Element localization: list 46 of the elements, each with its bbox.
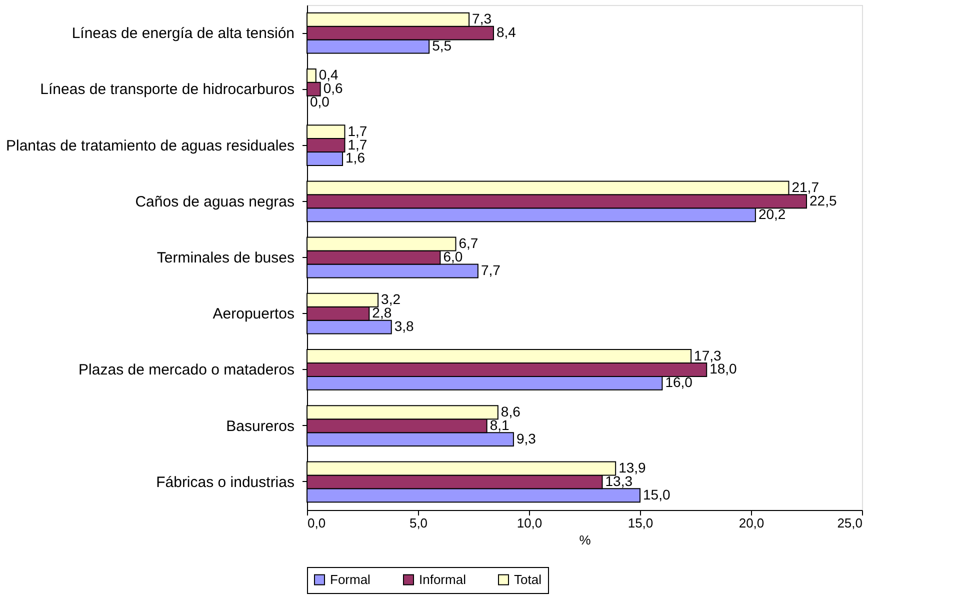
data-label: 5,5 <box>432 38 452 54</box>
data-label: 0,0 <box>310 94 330 110</box>
data-label: 20,2 <box>758 206 786 222</box>
legend-label: Informal <box>419 572 466 587</box>
data-label: 0,4 <box>318 66 339 83</box>
data-label: 9,3 <box>516 430 536 446</box>
data-label: 2,8 <box>372 304 392 321</box>
data-label: 0,6 <box>323 80 343 96</box>
y-tick-label: Aeropuertos <box>212 306 294 323</box>
data-label: 7,3 <box>472 10 492 27</box>
data-label: 22,5 <box>810 192 837 208</box>
y-tick-label: Basureros <box>226 418 294 435</box>
y-tick-label: Fábricas o industrias <box>156 474 294 491</box>
x-axis-title: % <box>579 532 592 548</box>
y-tick-label: Plantas de tratamiento de aguas residuales <box>6 137 294 154</box>
data-label: 8,6 <box>500 403 521 420</box>
x-tick-label: 5,0 <box>409 516 428 530</box>
data-label: 1,6 <box>346 150 366 166</box>
data-label: 13,3 <box>605 472 633 489</box>
data-label: 1,7 <box>348 122 368 139</box>
y-tick-label: Plazas de mercado o mataderos <box>78 362 294 379</box>
data-label: 13,9 <box>618 459 646 476</box>
data-label: 7,7 <box>480 262 501 278</box>
data-label: 16,0 <box>665 374 693 390</box>
y-tick-label: Caños de aguas negras <box>135 193 294 210</box>
x-tick-label: 20,0 <box>738 516 764 530</box>
x-tick-label: 15,0 <box>628 516 654 530</box>
y-tick-label: Terminales de buses <box>156 250 294 266</box>
x-tick-label: 0,0 <box>308 516 326 530</box>
data-label: 6,0 <box>443 248 463 264</box>
data-label: 21,7 <box>792 178 820 195</box>
data-label: 3,8 <box>394 318 414 334</box>
y-tick-label: Líneas de transporte de hidrocarburos <box>40 81 294 98</box>
data-label: 1,7 <box>348 136 368 152</box>
data-label: 15,0 <box>643 486 670 502</box>
data-label: 3,2 <box>381 291 401 308</box>
legend-label: Total <box>514 572 542 587</box>
legend-label: Formal <box>330 572 371 587</box>
data-label: 17,3 <box>694 347 722 364</box>
data-label: 8,4 <box>496 24 516 40</box>
y-tick-label: Líneas de energía de alta tensión <box>72 25 294 42</box>
x-tick-label: 25,0 <box>837 516 862 530</box>
data-label: 8,1 <box>490 416 510 433</box>
data-label: 6,7 <box>458 235 478 252</box>
x-tick-label: 10,0 <box>516 516 542 530</box>
data-label: 18,0 <box>710 360 738 377</box>
